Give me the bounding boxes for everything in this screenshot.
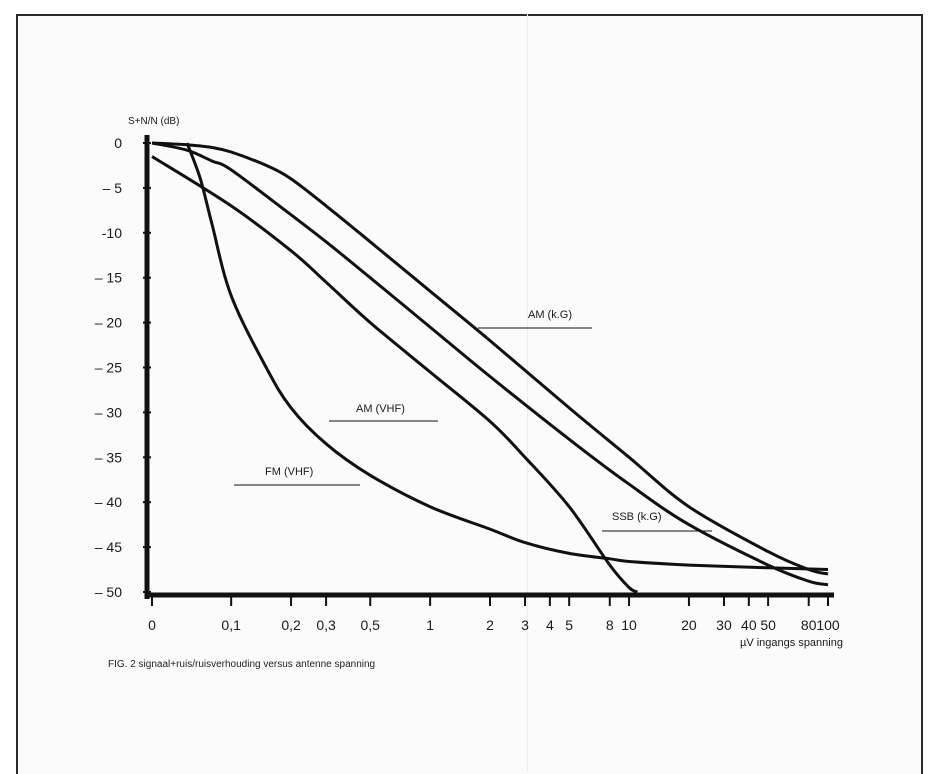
series-label-am-k-g: AM (k.G) (528, 309, 572, 321)
series-line-fm-vhf (185, 142, 829, 571)
series-line-am-k-g (151, 141, 829, 576)
x-tick-label: 0,2 (281, 617, 301, 633)
y-tick-label: – 50 (95, 584, 122, 600)
x-tick-label: 5 (565, 617, 573, 633)
x-tick-label: 1 (426, 617, 434, 633)
x-tick-label: 2 (486, 617, 494, 633)
x-tick-label: 30 (716, 617, 732, 633)
figure-frame (16, 14, 923, 774)
axis-ticks: 0 – 5 -10 – 15 – 20 – 25 – 30 – 35 – 40 – 45 – 50 0… (95, 135, 840, 633)
y-axis-label: S+N/N (dB) (128, 116, 179, 127)
x-axis-label: µV ingangs spanning (740, 637, 843, 649)
y-tick-label: – 20 (95, 315, 122, 331)
series-label-am-vhf: AM (VHF) (356, 403, 405, 415)
x-tick-label: 50 (760, 617, 776, 633)
x-tick-label: 80 (801, 617, 817, 633)
x-tick-label: 0,5 (360, 617, 380, 633)
x-tick-label: 20 (681, 617, 697, 633)
series-line-ssb-k-g (151, 141, 829, 587)
x-tick-label: 3 (521, 617, 529, 633)
curves (151, 141, 829, 594)
series-line-am-vhf (151, 155, 638, 594)
x-tick-label: 40 (741, 617, 757, 633)
series-labels: AM (k.G) SSB (k.G) AM (VHF) FM (VHF) (234, 309, 712, 532)
y-tick-label: -10 (102, 225, 122, 241)
x-tick-label: 100 (816, 617, 840, 633)
x-tick-label: 8 (606, 617, 614, 633)
series-label-fm-vhf: FM (VHF) (265, 466, 313, 478)
y-tick-label: – 35 (95, 449, 122, 465)
y-tick-label: – 5 (103, 180, 123, 196)
y-tick-label: – 15 (95, 270, 122, 286)
y-tick-label: 0 (114, 135, 122, 151)
x-tick-label: 4 (546, 617, 554, 633)
figure-caption: FIG. 2 signaal+ruis/ruisverhouding versu… (108, 659, 376, 670)
y-tick-label: – 40 (95, 494, 122, 510)
page-fold (527, 14, 528, 772)
y-tick-label: – 45 (95, 539, 122, 555)
y-tick-label: – 25 (95, 360, 122, 376)
x-tick-label: 10 (621, 617, 637, 633)
x-tick-label: 0,3 (316, 617, 336, 633)
x-tick-label: 0,1 (221, 617, 241, 633)
x-tick-label: 0 (148, 617, 156, 633)
series-label-ssb-k-g: SSB (k.G) (612, 511, 662, 523)
y-tick-label: – 30 (95, 404, 122, 420)
